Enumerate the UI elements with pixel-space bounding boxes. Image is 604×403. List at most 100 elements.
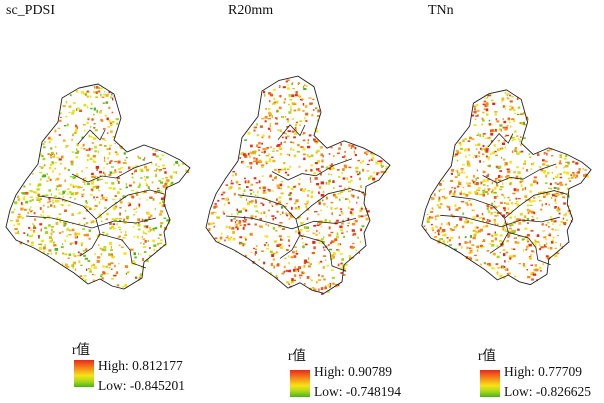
correlation-pixel (509, 108, 512, 111)
correlation-pixel (133, 236, 136, 238)
correlation-pixel (307, 145, 311, 149)
correlation-pixel (299, 98, 303, 101)
correlation-pixel (100, 275, 103, 278)
correlation-pixel (249, 162, 253, 165)
correlation-pixel (297, 82, 301, 85)
correlation-pixel (250, 200, 254, 202)
correlation-pixel (499, 212, 502, 214)
correlation-pixel (267, 209, 270, 212)
correlation-pixel (546, 152, 548, 156)
correlation-pixel (459, 151, 462, 154)
correlation-pixel (530, 264, 533, 266)
correlation-pixel (526, 269, 529, 271)
panel-title-r20mm: R20mm (228, 3, 274, 18)
correlation-pixel (346, 177, 349, 180)
correlation-pixel (154, 190, 157, 194)
correlation-pixel (491, 129, 495, 132)
correlation-pixel (279, 152, 283, 156)
correlation-pixel (543, 170, 547, 173)
correlation-pixel (257, 211, 260, 214)
correlation-pixel (559, 156, 562, 159)
correlation-pixel (90, 136, 93, 138)
correlation-pixel (85, 248, 88, 251)
correlation-pixel (225, 225, 228, 229)
correlation-pixel (66, 235, 68, 238)
correlation-pixel (485, 155, 488, 157)
correlation-pixel (316, 183, 320, 186)
correlation-pixel (268, 111, 271, 114)
correlation-pixel (217, 217, 220, 219)
correlation-pixel (51, 161, 54, 163)
correlation-pixel (71, 151, 75, 153)
correlation-pixel (344, 264, 348, 266)
correlation-pixel (479, 160, 481, 163)
correlation-pixel (502, 105, 505, 108)
correlation-pixel (305, 243, 308, 246)
correlation-pixel (281, 116, 284, 118)
correlation-pixel (290, 108, 292, 112)
correlation-pixel (502, 195, 504, 197)
correlation-pixel (156, 168, 158, 171)
correlation-pixel (35, 196, 40, 198)
correlation-pixel (53, 205, 56, 208)
correlation-pixel (334, 238, 338, 241)
correlation-pixel (483, 100, 487, 103)
correlation-pixel (518, 221, 522, 225)
correlation-pixel (232, 237, 236, 241)
correlation-pixel (485, 147, 489, 151)
correlation-pixel (449, 190, 452, 192)
correlation-pixel (52, 202, 55, 204)
correlation-pixel (483, 239, 486, 242)
correlation-pixel (338, 147, 341, 150)
correlation-pixel (486, 96, 489, 99)
correlation-pixel (476, 214, 479, 218)
correlation-pixel (157, 237, 160, 239)
correlation-pixel (479, 134, 482, 137)
correlation-pixel (137, 185, 141, 188)
correlation-pixel (102, 265, 105, 268)
correlation-pixel (280, 239, 284, 241)
correlation-pixel (496, 184, 499, 187)
correlation-pixel (551, 239, 554, 242)
correlation-pixel (234, 221, 237, 224)
correlation-pixel (114, 219, 117, 222)
correlation-pixel (543, 246, 547, 248)
correlation-pixel (300, 222, 304, 225)
correlation-pixel (313, 224, 317, 227)
correlation-pixel (557, 206, 560, 210)
correlation-pixel (225, 237, 229, 239)
correlation-pixel (142, 246, 147, 248)
correlation-pixel (109, 222, 112, 225)
correlation-pixel (460, 168, 464, 170)
correlation-pixel (165, 176, 168, 179)
correlation-pixel (160, 239, 163, 241)
correlation-pixel (279, 246, 283, 249)
correlation-pixel (214, 237, 218, 240)
correlation-pixel (96, 168, 98, 171)
correlation-pixel (123, 152, 126, 155)
correlation-pixel (81, 170, 83, 173)
correlation-pixel (313, 109, 315, 111)
correlation-pixel (50, 147, 53, 150)
correlation-pixel (305, 169, 308, 172)
correlation-pixel (517, 228, 520, 231)
correlation-pixel (491, 267, 495, 270)
correlation-pixel (337, 152, 340, 155)
correlation-pixel (74, 197, 76, 201)
correlation-pixel (474, 191, 478, 194)
correlation-pixel (460, 147, 463, 151)
correlation-pixel (464, 241, 467, 244)
correlation-pixel (260, 212, 263, 215)
correlation-pixel (72, 184, 74, 186)
correlation-pixel (505, 134, 509, 137)
correlation-pixel (125, 230, 127, 234)
correlation-pixel (244, 180, 247, 184)
correlation-pixel (147, 186, 150, 190)
correlation-pixel (89, 268, 92, 271)
correlation-pixel (302, 221, 305, 223)
correlation-pixel (485, 151, 489, 153)
correlation-pixel (85, 167, 88, 169)
correlation-pixel (272, 252, 274, 255)
correlation-pixel (319, 222, 323, 224)
correlation-pixel (431, 197, 433, 201)
